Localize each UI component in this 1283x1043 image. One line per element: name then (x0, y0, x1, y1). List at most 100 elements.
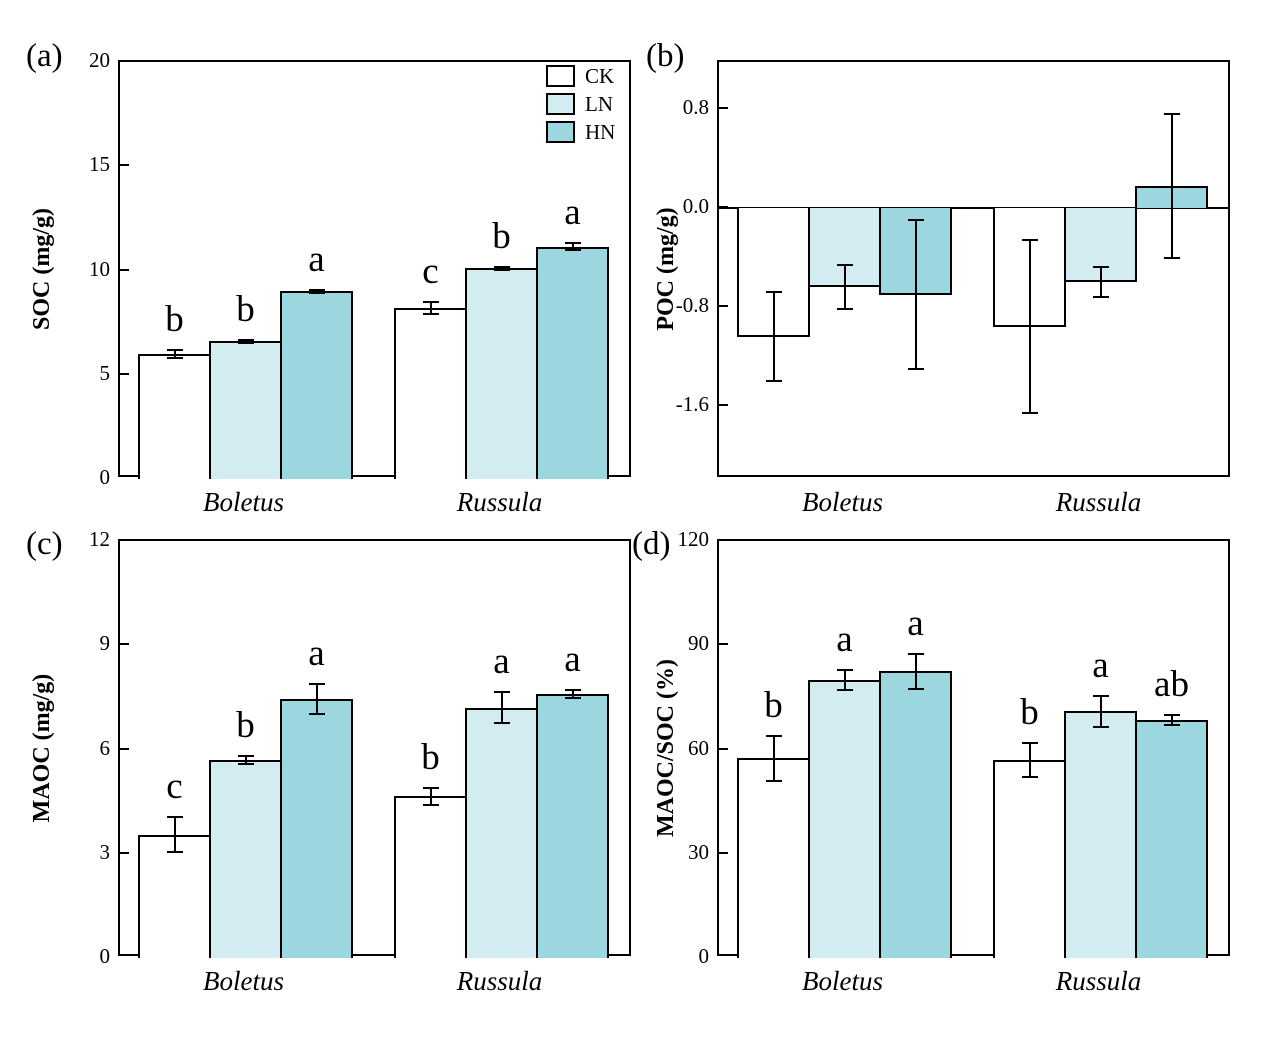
legend-label-hn: HN (585, 120, 616, 144)
legend-swatch-ln (546, 93, 575, 115)
error-bar-cap-bottom (308, 713, 325, 716)
error-bar-line (500, 266, 503, 271)
legend-row-ln: LN (546, 92, 615, 116)
error-bar-cap-top (1021, 741, 1038, 744)
error-bar-cap-top (765, 734, 782, 737)
error-bar-line (843, 264, 846, 310)
legend-label-ck: CK (585, 64, 615, 88)
error-bar-line (244, 755, 247, 765)
sig-letter-a-boletus-ck: b (165, 298, 184, 340)
bar-d-russula-ln (1064, 711, 1137, 958)
y-tick-mark-b (719, 403, 728, 406)
error-bar-cap-bottom (1021, 776, 1038, 779)
error-bar-cap-top (836, 668, 853, 671)
error-bar-cap-bottom (564, 248, 581, 251)
y-tick-label-b: 0.0 (682, 194, 709, 218)
legend-row-ck: CK (546, 64, 615, 88)
category-label-russula: Russula (456, 487, 543, 517)
error-bar-cap-top (308, 288, 325, 291)
y-tick-mark-a (120, 164, 129, 167)
bar-a-boletus-ck (138, 353, 211, 479)
error-bar-cap-top (493, 265, 510, 268)
error-bar-cap-bottom (836, 689, 853, 692)
y-tick-mark-c (120, 643, 129, 646)
sig-letter-d-russula-hn: ab (1154, 663, 1189, 705)
error-bar-cap-top (907, 652, 924, 655)
error-bar-cap-top (422, 786, 439, 789)
error-bar-cap-top (1092, 266, 1109, 269)
legend-swatch-hn (546, 121, 575, 143)
error-bar-cap-top (1092, 694, 1109, 697)
sig-letter-c-russula-ck: b (421, 736, 440, 778)
error-bar-cap-top (237, 754, 254, 757)
error-bar-line (914, 653, 917, 689)
category-label-boletus: Boletus (802, 487, 883, 517)
sig-letter-d-boletus-ln: a (836, 618, 853, 660)
error-bar-line (1099, 267, 1102, 298)
error-bar-line (571, 689, 574, 699)
y-tick-label-b: -1.6 (675, 391, 709, 416)
bar-a-russula-hn (536, 246, 609, 479)
error-bar-cap-top (1163, 112, 1180, 115)
bar-d-boletus-ck (737, 758, 810, 958)
error-bar-line (1028, 240, 1031, 414)
error-bar-cap-bottom (166, 851, 183, 853)
error-bar-line (1170, 113, 1173, 258)
y-tick-label-c: 6 (99, 735, 111, 760)
error-bar-cap-bottom (493, 269, 510, 272)
y-axis-label-b: POC (mg/g) (653, 206, 679, 331)
error-bar-cap-top (1163, 713, 1180, 716)
y-tick-label-a: 15 (89, 152, 110, 177)
error-bar-line (500, 692, 503, 724)
sig-letter-d-boletus-hn: a (907, 602, 924, 644)
error-bar-line (772, 292, 775, 382)
panel-label-a: (a) (26, 38, 63, 74)
legend-label-ln: LN (585, 92, 613, 116)
y-tick-label-d: 30 (688, 839, 709, 864)
y-tick-label-a: 0 (99, 465, 111, 489)
error-bar-cap-bottom (1021, 412, 1038, 415)
bar-c-russula-hn (536, 693, 609, 958)
bar-d-russula-hn (1135, 719, 1208, 958)
category-label-boletus: Boletus (802, 966, 883, 996)
y-tick-mark-a (120, 372, 129, 375)
error-bar-cap-top (166, 348, 183, 351)
y-tick-label-b: -0.8 (675, 293, 709, 317)
error-bar-line (173, 817, 176, 852)
error-bar-cap-bottom (907, 687, 924, 690)
error-bar-line (429, 301, 432, 315)
panel-label-c: (c) (26, 526, 63, 562)
y-tick-mark-b (719, 305, 728, 307)
y-tick-label-d: 120 (677, 527, 710, 551)
sig-letter-c-boletus-ln: b (236, 704, 255, 746)
error-bar-line (1028, 742, 1031, 778)
error-bar-cap-bottom (422, 804, 439, 807)
category-label-russula: Russula (456, 966, 543, 996)
error-bar-cap-top (1021, 239, 1038, 242)
error-bar-cap-top (907, 219, 924, 222)
error-bar-cap-bottom (493, 722, 510, 725)
y-tick-label-c: 3 (99, 839, 111, 864)
sig-letter-c-russula-ln: a (493, 641, 510, 683)
category-label-russula: Russula (1055, 487, 1142, 517)
error-bar-cap-bottom (237, 342, 254, 345)
plot-area-d: b b a a a ab (717, 539, 1230, 958)
error-bar-cap-bottom (166, 357, 183, 360)
y-tick-mark-d (719, 643, 728, 646)
y-tick-mark-b (719, 107, 728, 110)
error-bar-cap-top (166, 816, 183, 819)
sig-letter-a-boletus-ln: b (236, 288, 255, 330)
bar-d-boletus-ln (808, 680, 881, 958)
y-tick-label-c: 9 (99, 631, 111, 656)
error-bar-cap-top (493, 691, 510, 694)
error-bar-cap-bottom (564, 697, 581, 700)
sig-letter-d-boletus-ck: b (764, 684, 783, 726)
bar-d-russula-ck (993, 759, 1066, 958)
error-bar-cap-bottom (1092, 725, 1109, 728)
error-bar-cap-top (564, 242, 581, 245)
bar-c-boletus-hn (280, 699, 353, 958)
y-tick-mark-d (719, 851, 728, 854)
legend: CK LN HN (546, 64, 615, 148)
y-tick-label-b: 0.8 (682, 95, 709, 120)
